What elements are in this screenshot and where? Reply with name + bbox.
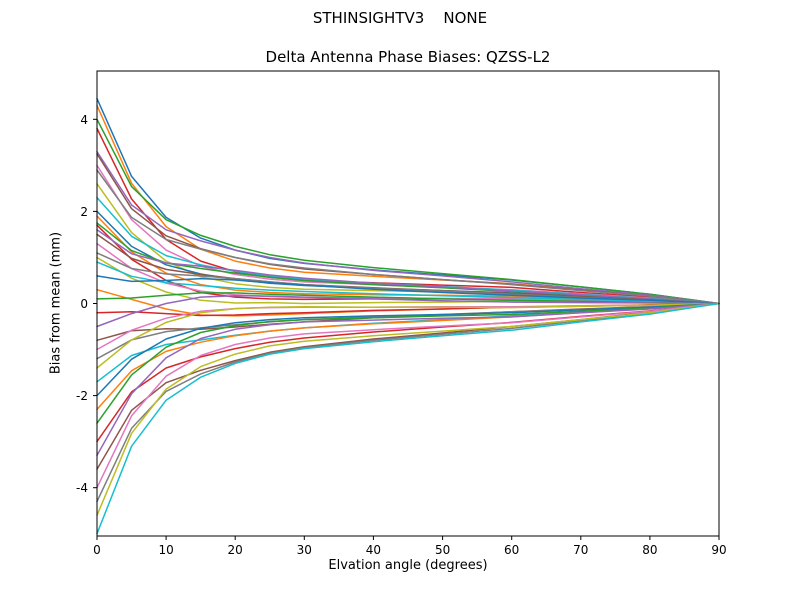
- chart-title: Delta Antenna Phase Biases: QZSS-L2: [265, 48, 551, 66]
- svg-text:-2: -2: [76, 389, 88, 403]
- svg-text:90: 90: [711, 543, 726, 557]
- svg-text:4: 4: [80, 113, 88, 127]
- svg-text:70: 70: [573, 543, 588, 557]
- svg-text:80: 80: [642, 543, 657, 557]
- svg-text:-4: -4: [76, 481, 88, 495]
- svg-text:30: 30: [297, 543, 312, 557]
- svg-text:40: 40: [366, 543, 381, 557]
- x-axis-label: Elvation angle (degrees): [328, 558, 488, 573]
- svg-text:20: 20: [228, 543, 243, 557]
- y-axis-label: Bias from mean (mm): [48, 231, 64, 375]
- svg-text:60: 60: [504, 543, 519, 557]
- svg-text:0: 0: [80, 297, 88, 311]
- svg-text:10: 10: [158, 543, 173, 557]
- svg-text:0: 0: [93, 543, 101, 557]
- svg-text:50: 50: [435, 543, 450, 557]
- svg-text:2: 2: [80, 205, 88, 219]
- figure-suptitle: STHINSIGHTV3 NONE: [312, 9, 488, 27]
